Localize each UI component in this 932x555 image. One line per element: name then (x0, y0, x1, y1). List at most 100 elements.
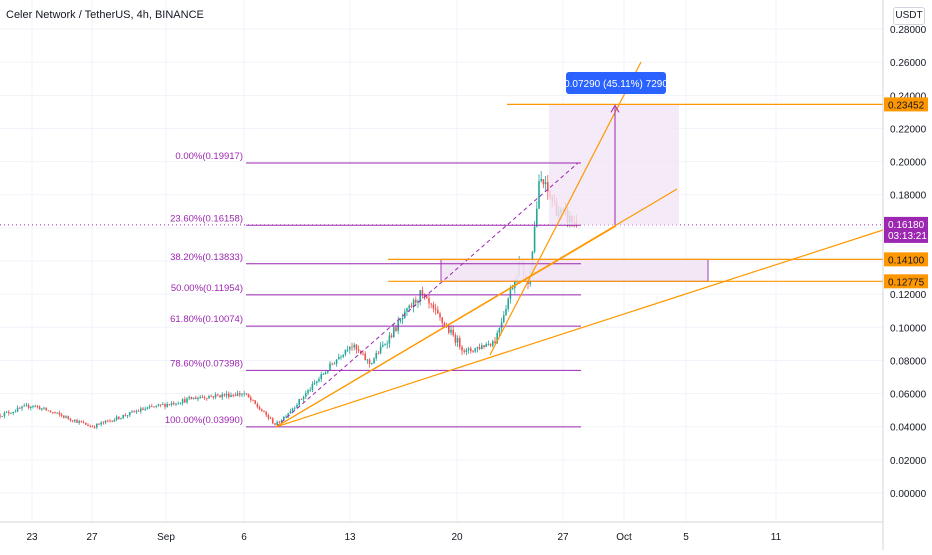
candle-body (335, 359, 338, 364)
candle-body (3, 412, 6, 417)
y-tick-label: 0.26000 (890, 58, 927, 69)
candle-body (96, 423, 98, 428)
candle-body (485, 344, 487, 347)
candle-body (133, 411, 135, 413)
candle-body (67, 416, 69, 419)
candle-body (379, 346, 382, 354)
candle-body (540, 179, 542, 182)
measure-label-bg (566, 72, 666, 94)
y-tick-label: 0.12000 (890, 290, 927, 301)
candle-body (324, 372, 327, 375)
candle-body (492, 341, 494, 346)
candle-body (366, 359, 369, 361)
candle-body (452, 329, 454, 336)
candle-body (329, 363, 331, 371)
candle-body (287, 413, 289, 417)
candle-body (155, 405, 157, 407)
candle-body (331, 363, 333, 365)
candle-body (476, 346, 479, 349)
candle-body (16, 407, 19, 412)
candle-body (426, 296, 428, 299)
candle-body (102, 422, 105, 424)
candle-body (393, 327, 395, 337)
candle-body (179, 403, 182, 404)
candle-body (494, 341, 496, 344)
candle-body (1, 416, 3, 418)
candle-body (140, 408, 142, 412)
candle-body (225, 393, 228, 396)
candle-body (511, 288, 514, 290)
candle-body (175, 403, 177, 405)
currency-button[interactable]: USDT (893, 7, 925, 25)
candle-body (120, 418, 122, 420)
support-zone-box (440, 258, 709, 282)
candle-body (276, 422, 278, 425)
candle-body (302, 396, 305, 400)
fib-level-label: 50.00%(0.11954) (171, 283, 243, 294)
candle-body (269, 418, 272, 419)
x-tick-label: Oct (616, 532, 632, 543)
candle-body (250, 397, 252, 401)
candle-body (283, 416, 285, 421)
candle-body (472, 351, 474, 352)
candle-body (430, 303, 432, 305)
candle-body (421, 290, 424, 295)
candle-body (373, 358, 375, 364)
candle-body (54, 412, 56, 414)
fib-level-label: 0.00%(0.19917) (175, 151, 243, 162)
candle-body (38, 406, 41, 410)
candle-body (126, 415, 129, 417)
candle-body (320, 374, 322, 380)
candle-body (432, 304, 435, 309)
candle-body (417, 300, 419, 303)
candle-body (129, 411, 131, 416)
candle-body (25, 405, 28, 406)
last-price-badge: 0.16180 (888, 220, 925, 231)
candle-body (206, 397, 208, 399)
candle-body (203, 397, 206, 398)
candle-body (437, 309, 439, 314)
y-tick-label: 0.00000 (890, 489, 927, 500)
candle-body (63, 415, 65, 418)
candle-body (146, 407, 149, 409)
x-tick-label: 6 (241, 532, 247, 543)
candle-body (153, 406, 155, 408)
candle-body (234, 395, 237, 397)
candle-body (21, 406, 23, 409)
candle-body (313, 382, 316, 384)
candle-body (298, 399, 300, 405)
candle-body (465, 349, 468, 352)
candle-body (168, 404, 171, 405)
candle-body (247, 394, 250, 398)
candle-body (351, 346, 353, 348)
y-tick-label: 0.24000 (890, 91, 927, 102)
candle-body (217, 394, 219, 396)
candle-body (219, 395, 221, 398)
candle-body (285, 416, 287, 418)
candle-body (212, 396, 215, 398)
candle-body (357, 349, 360, 351)
candle-body (474, 348, 476, 352)
chart-title: Celer Network / TetherUS, 4h, BINANCE (6, 9, 204, 21)
candle-body (32, 406, 34, 408)
candle-body (122, 415, 124, 419)
candle-body (19, 407, 21, 409)
candle-body (340, 356, 342, 358)
candle-body (236, 393, 239, 397)
candle-body (454, 335, 457, 343)
candle-body (232, 395, 234, 396)
candle-body (166, 404, 168, 407)
y-tick-label: 0.08000 (890, 356, 927, 367)
candle-body (388, 335, 391, 344)
candle-body (184, 399, 186, 403)
support-low-badge: 0.12775 (888, 277, 925, 288)
candle-body (8, 411, 10, 414)
y-tick-label: 0.04000 (890, 423, 927, 434)
candle-body (406, 308, 408, 312)
trend-line-short (275, 225, 617, 428)
candle-body (289, 411, 292, 414)
last-price-badge: 03:13:21 (888, 231, 927, 242)
